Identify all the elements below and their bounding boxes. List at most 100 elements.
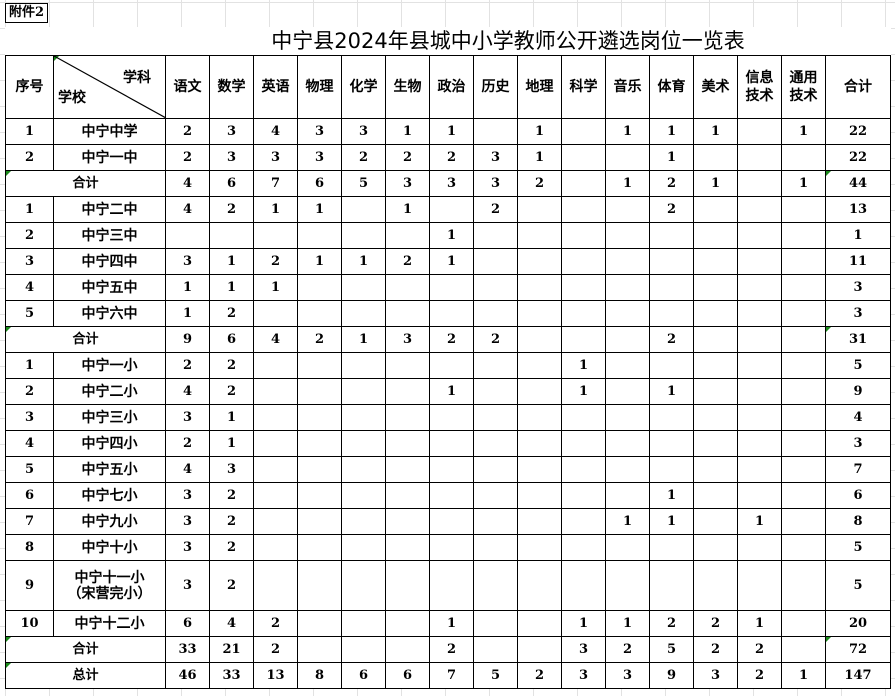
cell-信息技术[interactable] <box>737 352 782 379</box>
cell-历史[interactable] <box>473 508 518 535</box>
cell-信息技术[interactable] <box>737 222 782 249</box>
cell-物理[interactable] <box>297 610 342 637</box>
cell-信息技术[interactable] <box>737 482 782 509</box>
cell-语文[interactable]: 6 <box>165 610 210 637</box>
cell-政治[interactable] <box>429 534 474 561</box>
cell-政治[interactable] <box>429 300 474 327</box>
cell-科学[interactable] <box>561 118 606 145</box>
cell-美术[interactable] <box>693 144 738 171</box>
cell-通用技术[interactable] <box>781 326 826 353</box>
row-index[interactable]: 1 <box>5 196 54 223</box>
cell-通用技术[interactable] <box>781 222 826 249</box>
cell-英语[interactable] <box>253 534 298 561</box>
cell-音乐[interactable] <box>605 560 650 611</box>
cell-语文[interactable]: 3 <box>165 248 210 275</box>
cell-科学[interactable]: 3 <box>561 662 606 689</box>
cell-化学[interactable] <box>341 560 386 611</box>
cell-体育[interactable]: 5 <box>649 636 694 663</box>
cell-数学[interactable]: 6 <box>209 326 254 353</box>
cell-体育[interactable]: 1 <box>649 118 694 145</box>
cell-化学[interactable]: 5 <box>341 170 386 197</box>
cell-英语[interactable]: 4 <box>253 326 298 353</box>
cell-化学[interactable] <box>341 430 386 457</box>
cell-政治[interactable]: 2 <box>429 326 474 353</box>
cell-体育[interactable]: 2 <box>649 196 694 223</box>
row-total[interactable]: 8 <box>825 508 891 535</box>
cell-历史[interactable]: 2 <box>473 326 518 353</box>
row-total[interactable]: 1 <box>825 222 891 249</box>
row-index[interactable]: 3 <box>5 248 54 275</box>
cell-英语[interactable]: 7 <box>253 170 298 197</box>
cell-语文[interactable]: 3 <box>165 560 210 611</box>
cell-地理[interactable]: 2 <box>517 662 562 689</box>
row-total[interactable]: 3 <box>825 274 891 301</box>
cell-化学[interactable] <box>341 482 386 509</box>
school-name[interactable]: 中宁九小 <box>53 508 166 535</box>
cell-语文[interactable]: 4 <box>165 170 210 197</box>
cell-信息技术[interactable]: 1 <box>737 508 782 535</box>
school-name[interactable]: 中宁五中 <box>53 274 166 301</box>
cell-物理[interactable]: 1 <box>297 196 342 223</box>
cell-政治[interactable]: 2 <box>429 636 474 663</box>
cell-语文[interactable]: 3 <box>165 508 210 535</box>
cell-生物[interactable] <box>385 534 430 561</box>
cell-政治[interactable] <box>429 430 474 457</box>
cell-科学[interactable] <box>561 534 606 561</box>
cell-生物[interactable]: 6 <box>385 662 430 689</box>
header-subject-2[interactable]: 英语 <box>253 55 298 119</box>
cell-物理[interactable] <box>297 636 342 663</box>
row-index[interactable]: 2 <box>5 222 54 249</box>
cell-英语[interactable]: 2 <box>253 610 298 637</box>
row-total[interactable]: 13 <box>825 196 891 223</box>
school-name[interactable]: 中宁六中 <box>53 300 166 327</box>
cell-政治[interactable]: 7 <box>429 662 474 689</box>
row-index[interactable]: 4 <box>5 430 54 457</box>
cell-科学[interactable] <box>561 404 606 431</box>
cell-音乐[interactable] <box>605 300 650 327</box>
page-title[interactable]: 中宁县2024年县城中小学教师公开遴选岗位一览表 <box>5 27 891 55</box>
subtotal-label[interactable]: 合计 <box>5 170 166 197</box>
cell-美术[interactable]: 2 <box>693 636 738 663</box>
cell-通用技术[interactable] <box>781 196 826 223</box>
cell-语文[interactable]: 9 <box>165 326 210 353</box>
header-subject-8[interactable]: 地理 <box>517 55 562 119</box>
cell-通用技术[interactable] <box>781 144 826 171</box>
school-name[interactable]: 中宁十一小 （宋营完小） <box>53 560 166 611</box>
cell-数学[interactable]: 2 <box>209 534 254 561</box>
cell-生物[interactable] <box>385 636 430 663</box>
cell-音乐[interactable]: 1 <box>605 170 650 197</box>
cell-英语[interactable]: 4 <box>253 118 298 145</box>
cell-音乐[interactable]: 1 <box>605 508 650 535</box>
cell-美术[interactable] <box>693 326 738 353</box>
cell-历史[interactable] <box>473 274 518 301</box>
cell-美术[interactable] <box>693 274 738 301</box>
attachment-label[interactable]: 附件2 <box>5 3 49 23</box>
header-index[interactable]: 序号 <box>5 55 54 119</box>
cell-科学[interactable] <box>561 196 606 223</box>
cell-历史[interactable] <box>473 248 518 275</box>
cell-生物[interactable] <box>385 610 430 637</box>
cell-化学[interactable] <box>341 378 386 405</box>
cell-音乐[interactable] <box>605 482 650 509</box>
cell-历史[interactable]: 3 <box>473 144 518 171</box>
cell-生物[interactable]: 2 <box>385 248 430 275</box>
cell-历史[interactable]: 3 <box>473 170 518 197</box>
cell-化学[interactable]: 6 <box>341 662 386 689</box>
cell-物理[interactable] <box>297 560 342 611</box>
cell-化学[interactable] <box>341 508 386 535</box>
cell-化学[interactable] <box>341 274 386 301</box>
cell-数学[interactable]: 1 <box>209 248 254 275</box>
header-subject-7[interactable]: 历史 <box>473 55 518 119</box>
cell-政治[interactable]: 1 <box>429 222 474 249</box>
school-name[interactable]: 中宁中学 <box>53 118 166 145</box>
cell-音乐[interactable] <box>605 430 650 457</box>
cell-物理[interactable] <box>297 352 342 379</box>
cell-政治[interactable] <box>429 404 474 431</box>
cell-物理[interactable] <box>297 222 342 249</box>
cell-通用技术[interactable]: 1 <box>781 662 826 689</box>
header-diagonal-cell[interactable]: 学科 学校 <box>53 55 166 119</box>
cell-通用技术[interactable] <box>781 378 826 405</box>
header-subject-4[interactable]: 化学 <box>341 55 386 119</box>
cell-生物[interactable] <box>385 482 430 509</box>
cell-科学[interactable] <box>561 170 606 197</box>
